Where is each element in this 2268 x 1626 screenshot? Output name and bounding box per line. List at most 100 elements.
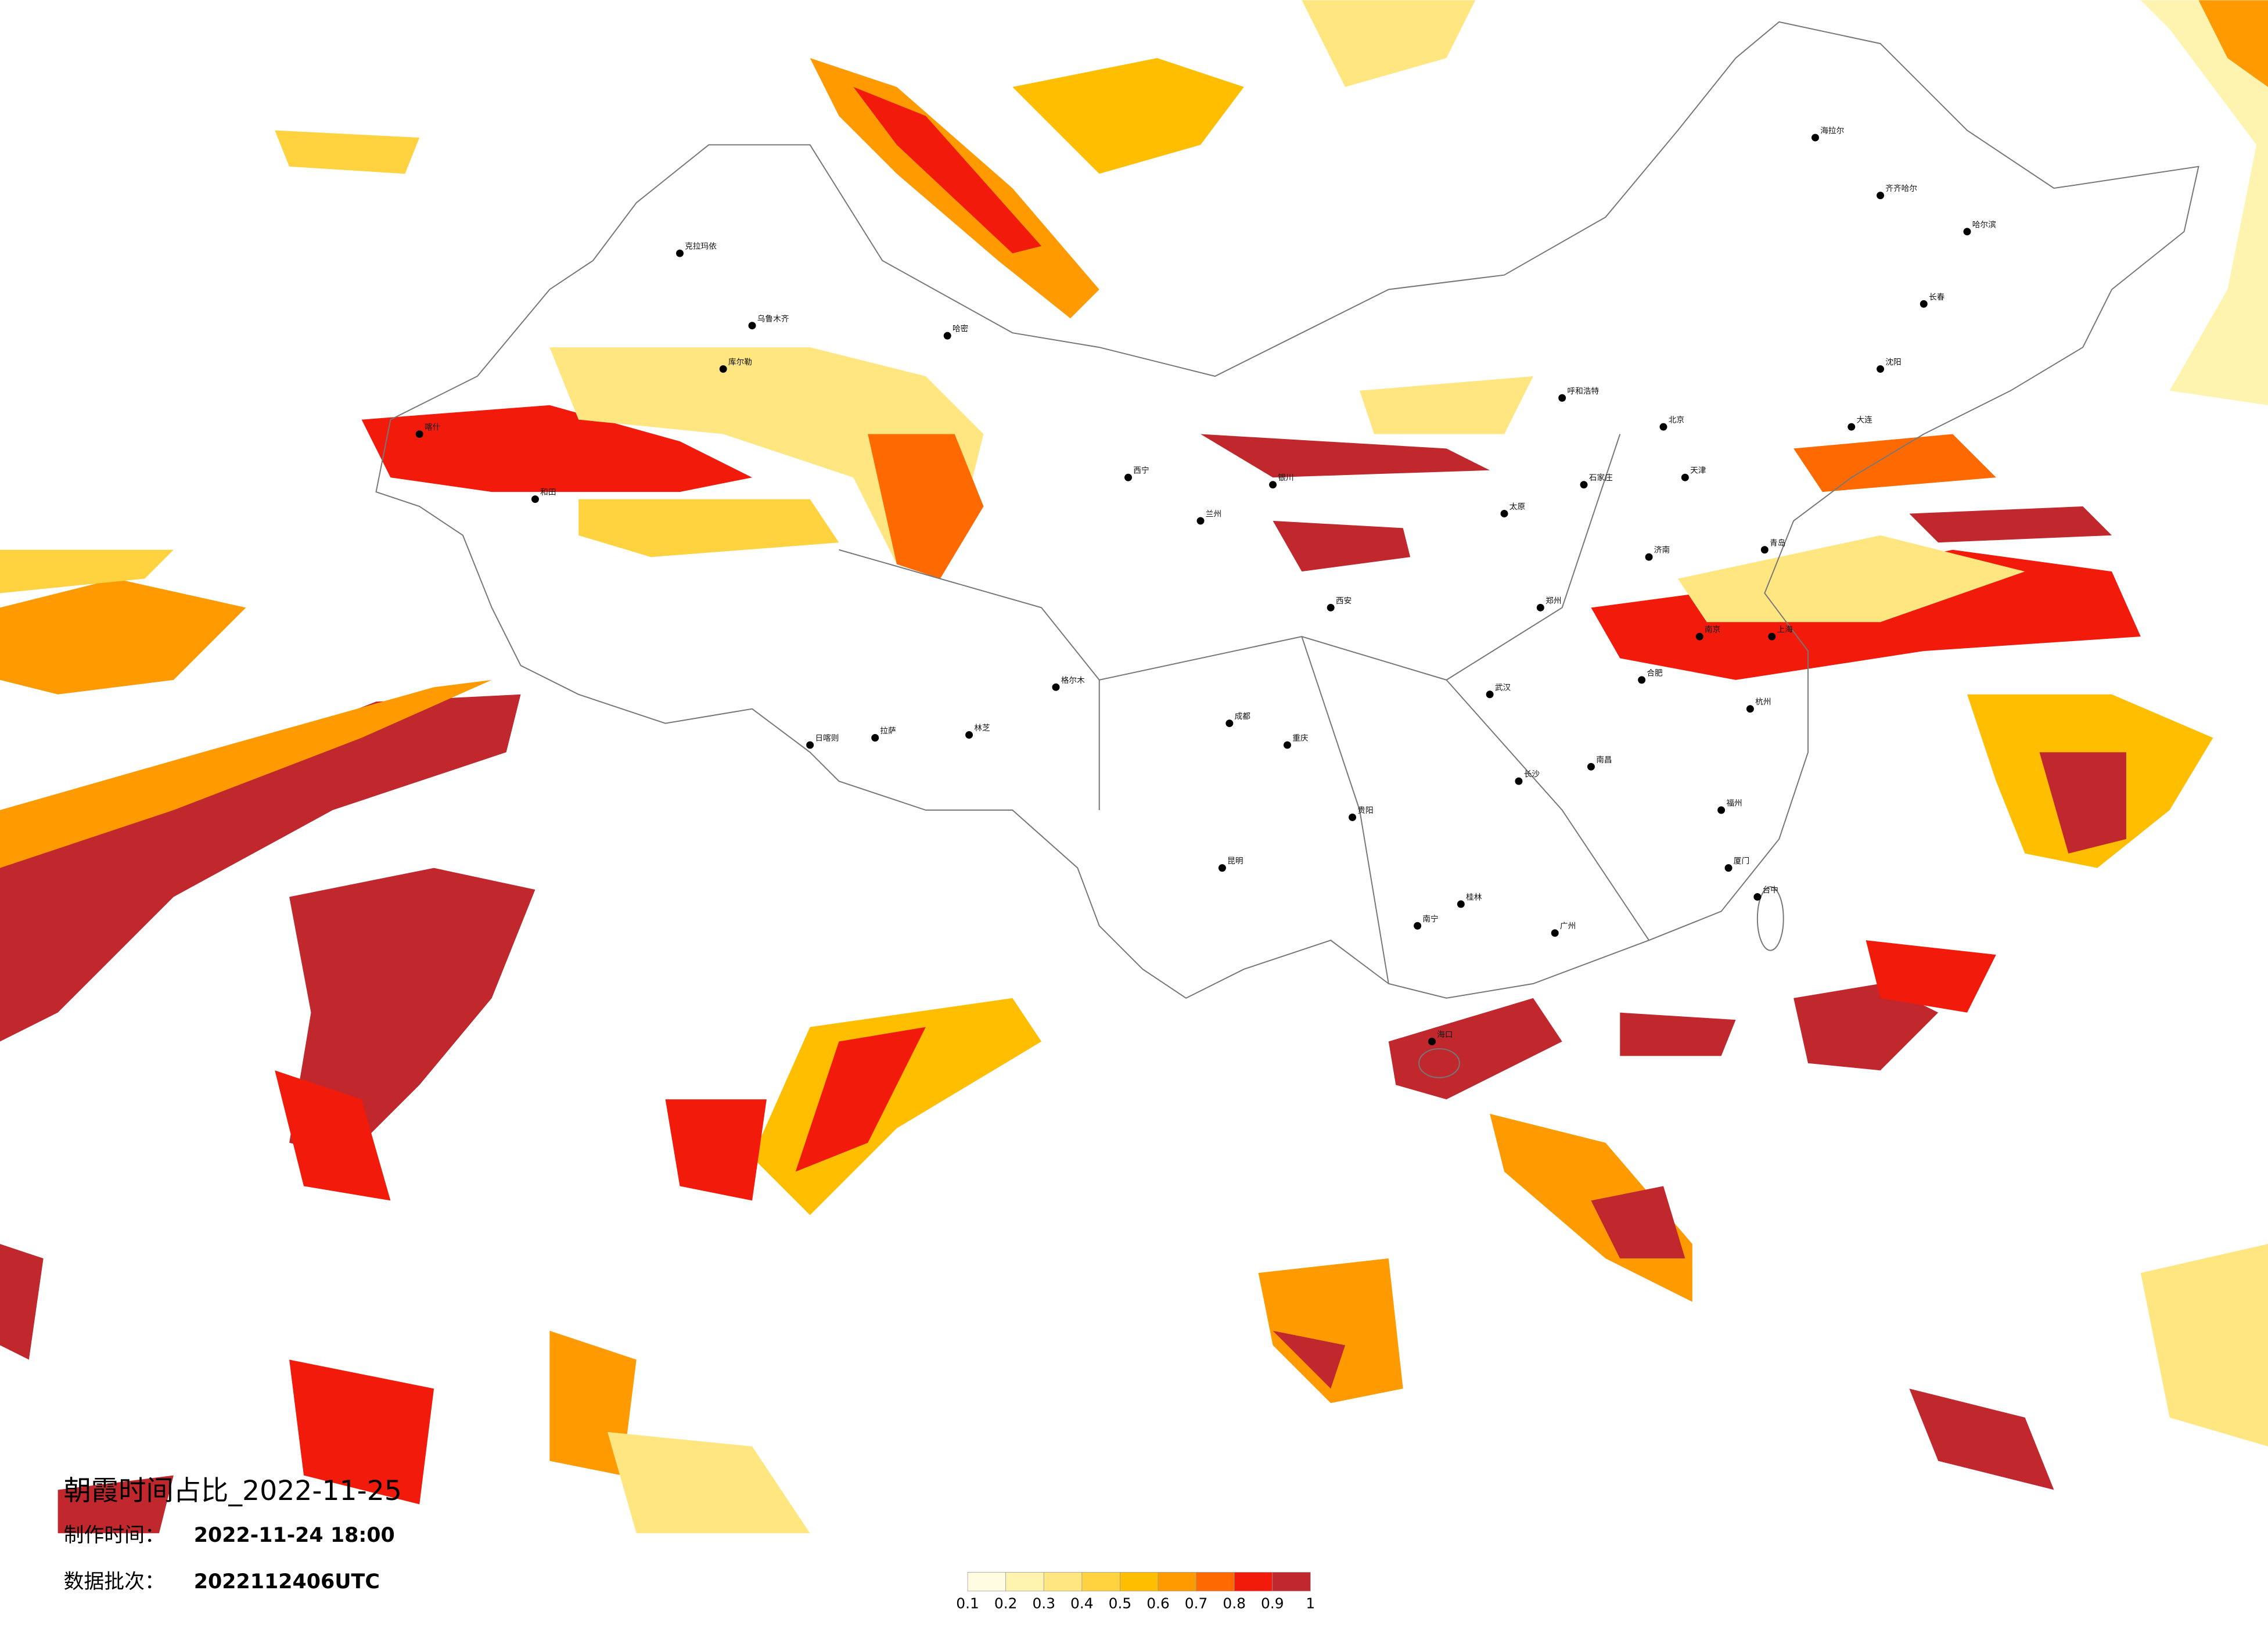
city-dot [1558, 394, 1566, 402]
colorbar-box [967, 1572, 1007, 1592]
colorbar-box [1158, 1572, 1196, 1592]
city-label: 郑州 [1545, 596, 1561, 606]
colorbar-box [1234, 1572, 1273, 1592]
city-label: 昆明 [1227, 857, 1243, 866]
colorbar-box [1120, 1572, 1159, 1592]
city-dot [1724, 864, 1733, 872]
heat-field [0, 0, 2268, 1534]
city-label: 喀什 [425, 423, 441, 432]
city-dot [1746, 705, 1754, 713]
colorbar-tick-label: 0.4 [1070, 1595, 1094, 1612]
city-dot [1659, 423, 1667, 431]
city-dot [1681, 473, 1689, 481]
city-dot [1753, 893, 1762, 901]
city-dot [1580, 481, 1588, 489]
city-label: 济南 [1654, 546, 1670, 555]
colorbar-tick-label: 0.2 [994, 1595, 1018, 1612]
city-label: 天津 [1690, 466, 1706, 476]
city-label: 石家庄 [1589, 473, 1613, 483]
city-label: 杭州 [1755, 697, 1771, 707]
city-dot [1920, 300, 1928, 308]
city-label: 南昌 [1596, 756, 1612, 765]
colorbar: 0.1 0.2 0.3 0.4 0.5 0.6 0.7 0.8 0.9 1 [956, 1572, 1315, 1612]
city-dot [1124, 473, 1133, 481]
city-label: 克拉玛依 [685, 242, 717, 251]
city-dot [1052, 683, 1060, 691]
city-label: 北京 [1669, 416, 1684, 425]
city-label: 哈密 [953, 324, 969, 334]
city-label: 台中 [1763, 886, 1778, 895]
city-dot [1877, 365, 1885, 373]
city-label: 拉萨 [880, 726, 896, 736]
city-label: 海口 [1437, 1030, 1453, 1039]
info-value: 2022112406UTC [194, 1570, 380, 1593]
map-title: 朝霞时间占比_2022-11-25 [64, 1475, 402, 1507]
city-dot [1768, 632, 1776, 641]
city-label: 日喀则 [815, 733, 839, 743]
city-label: 和田 [540, 488, 556, 497]
colorbar-tick-label: 0.6 [1146, 1595, 1170, 1612]
city-dot [1500, 510, 1508, 517]
city-label: 武汉 [1495, 683, 1511, 692]
city-dot [1645, 553, 1653, 561]
city-label: 福州 [1726, 799, 1742, 808]
info-label: 制作时间： [64, 1524, 165, 1547]
city-dot [1414, 922, 1422, 930]
city-dot [1218, 864, 1226, 872]
city-label: 兰州 [1206, 509, 1221, 519]
city-label: 成都 [1235, 712, 1251, 721]
info-value: 2022-11-24 18:00 [194, 1524, 395, 1547]
city-dot [1349, 813, 1357, 821]
colorbar-box [1272, 1572, 1311, 1592]
city-label: 海拉尔 [1820, 126, 1844, 135]
city-label: 沈阳 [1885, 358, 1901, 367]
colorbar-tick-label: 0.8 [1223, 1595, 1246, 1612]
city-dot [1457, 900, 1465, 908]
city-label: 青岛 [1770, 538, 1785, 548]
city-dot [1284, 741, 1291, 749]
city-label: 长春 [1929, 293, 1945, 302]
city-label: 合肥 [1647, 668, 1663, 678]
city-label: 大连 [1856, 416, 1872, 425]
city-dot [1848, 423, 1856, 431]
city-label: 齐齐哈尔 [1885, 184, 1917, 193]
city-label: 银川 [1278, 473, 1293, 483]
city-dot [748, 322, 756, 330]
city-label: 广州 [1560, 922, 1576, 931]
city-dot [1717, 806, 1726, 814]
city-dot [719, 365, 727, 373]
city-label: 上海 [1777, 625, 1793, 635]
city-dot [1486, 690, 1494, 699]
city-dot [1587, 762, 1595, 771]
city-dot [1196, 517, 1205, 525]
city-dot [1269, 481, 1277, 489]
city-label: 厦门 [1734, 857, 1749, 866]
city-label: 西宁 [1133, 466, 1149, 476]
colorbar-tick-label: 0.7 [1185, 1595, 1208, 1612]
city-dot [676, 249, 684, 257]
city-label: 格尔木 [1061, 676, 1085, 685]
city-dot [1695, 632, 1703, 641]
city-label: 哈尔滨 [1972, 220, 1996, 229]
city-label: 桂林 [1466, 893, 1482, 902]
city-dot [1811, 134, 1819, 142]
colorbar-box [1081, 1572, 1120, 1592]
colorbar-box [1196, 1572, 1235, 1592]
colorbar-tick-label: 0.5 [1109, 1595, 1132, 1612]
colorbar-tick-label: 0.3 [1032, 1595, 1055, 1612]
city-dot [943, 332, 951, 340]
city-dot [1327, 603, 1335, 611]
city-label: 长沙 [1524, 770, 1540, 779]
city-dot [531, 495, 539, 503]
city-label: 重庆 [1292, 733, 1309, 743]
city-label: 西安 [1336, 596, 1352, 606]
city-dot [1760, 546, 1769, 554]
city-dot [1428, 1038, 1436, 1045]
city-dot [1225, 720, 1234, 728]
city-dot [806, 741, 814, 749]
city-dot [1551, 929, 1559, 937]
city-dot [415, 430, 423, 438]
